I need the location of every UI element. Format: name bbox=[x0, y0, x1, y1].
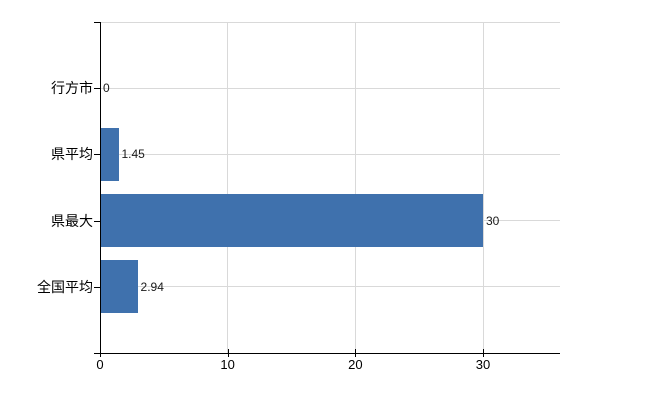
x-axis-tick bbox=[483, 349, 484, 357]
vertical-gridline bbox=[482, 22, 484, 353]
category-label-行方市: 行方市 bbox=[51, 80, 93, 97]
bar-全国平均 bbox=[100, 260, 138, 314]
category-gridline bbox=[100, 153, 560, 155]
y-axis-tick bbox=[94, 88, 100, 90]
category-gridline bbox=[100, 286, 560, 288]
vertical-gridline bbox=[227, 22, 229, 353]
category-label-全国平均: 全国平均 bbox=[37, 278, 93, 295]
x-tick-label: 0 bbox=[96, 357, 104, 372]
plot-top-border bbox=[100, 22, 560, 23]
x-axis-tick bbox=[227, 349, 229, 357]
category-label-県最大: 県最大 bbox=[51, 212, 93, 229]
plot-area: 0 1.45 30 2.94 bbox=[100, 22, 560, 353]
bar-県平均 bbox=[100, 127, 119, 181]
x-tick-label: 10 bbox=[220, 357, 235, 372]
category-gridline bbox=[100, 87, 560, 89]
y-axis-line bbox=[100, 22, 101, 357]
value-label: 30 bbox=[486, 213, 500, 228]
x-axis-tick bbox=[355, 349, 357, 357]
value-label: 2.94 bbox=[140, 279, 164, 294]
value-label: 0 bbox=[103, 81, 110, 96]
y-axis-tick bbox=[94, 220, 100, 222]
vertical-gridline bbox=[354, 22, 356, 353]
category-label-県平均: 県平均 bbox=[51, 146, 93, 163]
bar-県最大 bbox=[100, 194, 483, 248]
x-tick-label: 30 bbox=[475, 357, 491, 372]
y-axis-top-tick bbox=[94, 22, 100, 23]
y-axis-tick bbox=[94, 154, 100, 156]
y-axis-tick bbox=[94, 286, 100, 288]
x-axis-line bbox=[94, 353, 560, 354]
x-axis-tick bbox=[100, 349, 101, 357]
x-tick-label: 20 bbox=[348, 357, 363, 372]
value-label: 1.45 bbox=[121, 147, 145, 162]
